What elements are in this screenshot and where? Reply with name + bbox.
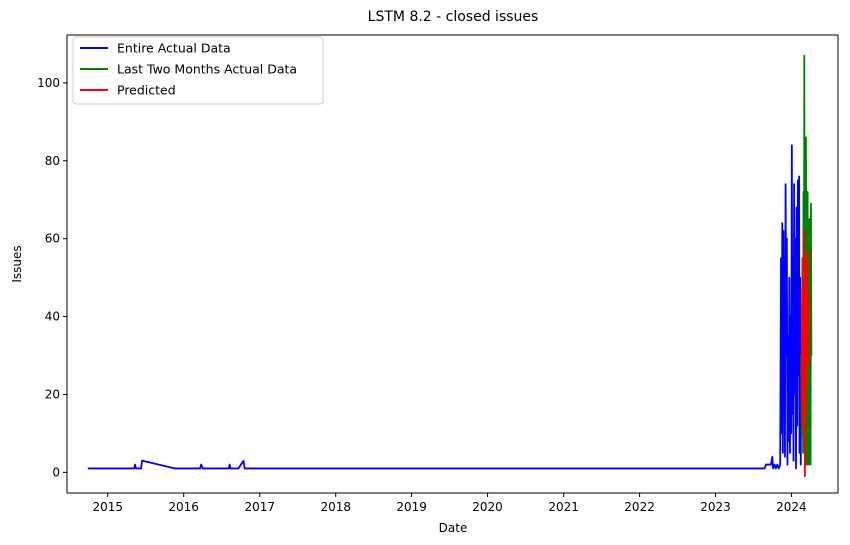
x-tick-label: 2017	[245, 500, 276, 514]
x-tick-label: 2020	[472, 500, 503, 514]
y-tick-label: 0	[52, 465, 60, 479]
x-tick-label: 2018	[320, 500, 351, 514]
y-axis-title: Issues	[10, 245, 24, 282]
legend-items: Entire Actual Data Last Two Months Actual…	[80, 41, 297, 98]
legend-label-2: Last Two Months Actual Data	[117, 62, 297, 77]
series-line-3	[800, 229, 810, 478]
series-layer	[87, 54, 813, 478]
x-tick-label: 2023	[700, 500, 731, 514]
y-tick-label: 40	[45, 310, 60, 324]
y-tick-label: 60	[45, 232, 60, 246]
series-line-1	[87, 144, 803, 470]
y-tick-label: 100	[37, 76, 60, 90]
x-tick-label: 2024	[776, 500, 807, 514]
chart-title: LSTM 8.2 - closed issues	[368, 9, 539, 25]
x-axis-title: Date	[439, 521, 468, 535]
y-axis: 0 20 40 60 80 100	[37, 76, 67, 479]
legend-label-3: Predicted	[117, 83, 176, 98]
plot-frame	[66, 34, 839, 494]
legend-box	[72, 36, 324, 105]
y-tick-label: 20	[45, 387, 60, 401]
x-tick-label: 2016	[168, 500, 199, 514]
x-axis: 2015 2016 2017 2018 2019 2020 2021 2022 2023 2024	[92, 493, 807, 514]
plot-area	[67, 35, 838, 493]
x-tick-label: 2021	[548, 500, 579, 514]
x-tick-label: 2015	[92, 500, 123, 514]
y-tick-label: 80	[45, 154, 60, 168]
x-tick-label: 2019	[396, 500, 427, 514]
legend-label-1: Entire Actual Data	[117, 41, 231, 56]
x-tick-label: 2022	[624, 500, 655, 514]
legend: Entire Actual Data Last Two Months Actual…	[72, 36, 324, 105]
